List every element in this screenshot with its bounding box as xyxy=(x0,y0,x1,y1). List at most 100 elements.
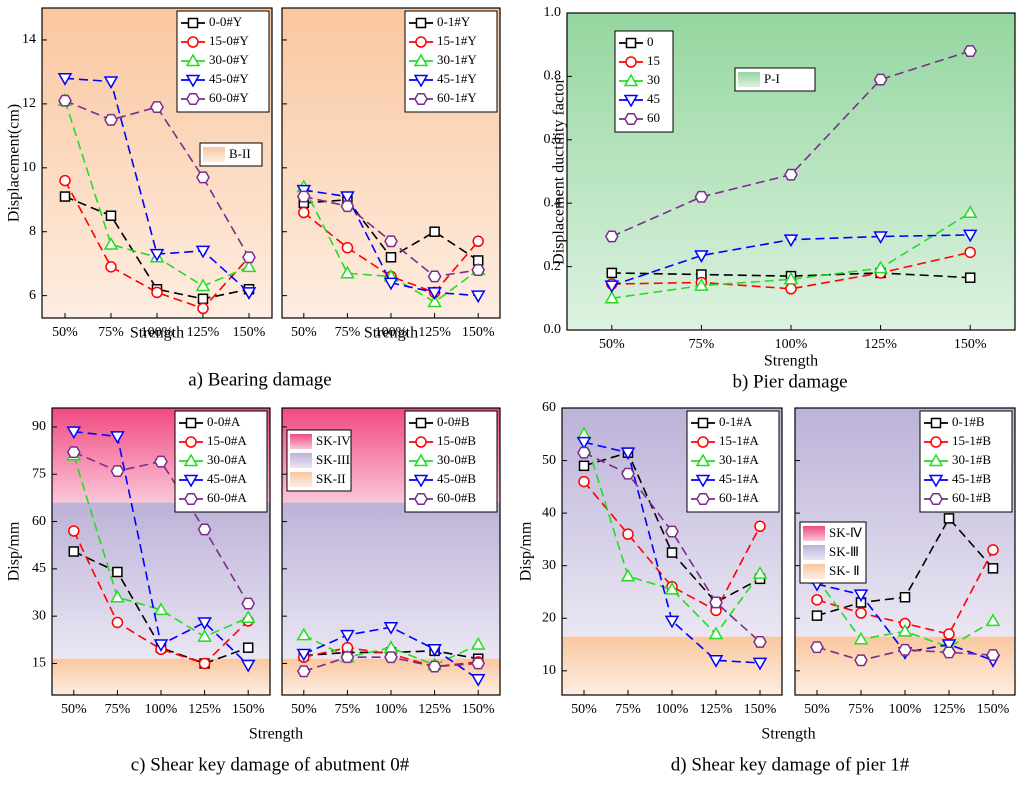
marker xyxy=(110,431,125,444)
marker xyxy=(103,236,119,250)
marker xyxy=(187,36,199,48)
marker xyxy=(59,174,71,187)
marker xyxy=(111,616,124,629)
marker xyxy=(577,446,591,459)
marker xyxy=(240,659,256,673)
legend-label: 30-1#B xyxy=(952,452,991,467)
y-tick-label: 14 xyxy=(22,32,36,47)
damage-band xyxy=(562,636,782,695)
marker xyxy=(427,644,442,657)
series-line xyxy=(73,530,249,665)
band-swatch xyxy=(738,72,760,87)
plot-frame xyxy=(281,407,501,696)
marker xyxy=(470,637,486,650)
marker xyxy=(384,651,398,664)
marker xyxy=(811,594,823,606)
marker xyxy=(296,665,311,678)
marker xyxy=(471,264,486,277)
marker xyxy=(110,589,125,603)
plot-frame xyxy=(794,407,1016,696)
marker xyxy=(68,525,80,537)
marker xyxy=(340,200,355,213)
x-axis-label: Strength xyxy=(130,325,184,342)
legend-label: 45-0#A xyxy=(207,471,247,486)
marker xyxy=(964,272,976,283)
marker xyxy=(929,493,943,505)
y-tick-label: 0.8 xyxy=(544,69,562,84)
y-axis-label: Disp/mm xyxy=(6,521,23,581)
y-axis-label: Displacement(cm) xyxy=(6,104,23,222)
plot-frame xyxy=(41,7,273,319)
marker xyxy=(413,453,429,467)
x-tick-label: 75% xyxy=(335,702,361,717)
x-tick-label: 100% xyxy=(656,702,689,717)
marker xyxy=(708,655,724,668)
damage-band xyxy=(52,502,270,659)
marker xyxy=(963,45,978,57)
legend-label: 15-0#B xyxy=(437,433,476,448)
marker xyxy=(623,94,639,108)
series-line xyxy=(583,451,761,643)
legend-label: 15 xyxy=(647,53,660,68)
marker xyxy=(296,648,312,662)
marker xyxy=(853,589,869,603)
marker xyxy=(185,74,201,88)
marker xyxy=(383,277,399,291)
marker xyxy=(664,615,680,629)
marker xyxy=(385,252,397,263)
marker xyxy=(197,523,212,536)
y-tick-label: 90 xyxy=(32,419,46,434)
legend-label: 45-1#A xyxy=(719,471,759,486)
marker xyxy=(664,581,680,595)
x-tick-label: 50% xyxy=(599,337,625,352)
marker xyxy=(187,17,199,29)
marker xyxy=(752,566,768,579)
marker xyxy=(340,191,355,205)
caption: c) Shear key damage of abutment 0# xyxy=(131,754,410,775)
y-tick-label: 15 xyxy=(32,656,46,671)
x-axis-label: Strength xyxy=(761,726,815,743)
legend-label: 15-0#Y xyxy=(209,33,249,48)
y-tick-label: 0.0 xyxy=(544,322,562,337)
marker xyxy=(625,37,637,49)
y-tick-label: 8 xyxy=(29,224,36,239)
marker xyxy=(340,651,355,664)
legend-label: 30-0#Y xyxy=(209,52,249,67)
x-axis-label: Strength xyxy=(364,325,418,342)
marker xyxy=(606,267,618,279)
series-line xyxy=(583,434,761,636)
series-line xyxy=(611,212,971,300)
marker xyxy=(578,460,590,472)
marker xyxy=(110,465,125,478)
marker xyxy=(620,568,636,582)
marker xyxy=(427,660,442,673)
marker xyxy=(415,417,427,429)
marker xyxy=(898,643,912,656)
marker xyxy=(195,245,211,259)
x-tick-label: 75% xyxy=(105,702,131,717)
marker xyxy=(68,546,80,557)
marker xyxy=(105,261,117,273)
marker xyxy=(665,525,679,538)
marker xyxy=(604,290,620,304)
legend-label: 0-0#B xyxy=(437,414,470,429)
y-tick-label: 75 xyxy=(32,466,46,481)
band-swatch xyxy=(290,453,312,468)
series-line xyxy=(611,251,971,290)
marker xyxy=(986,649,1000,661)
band-swatch xyxy=(290,434,312,449)
marker xyxy=(59,191,71,202)
marker xyxy=(57,73,73,86)
x-tick-label: 50% xyxy=(52,325,78,340)
x-tick-label: 50% xyxy=(291,325,317,340)
marker xyxy=(185,417,197,429)
marker xyxy=(197,302,209,315)
x-tick-label: 50% xyxy=(61,702,87,717)
marker xyxy=(899,591,911,603)
legend-label: 60-1#B xyxy=(952,490,991,505)
marker xyxy=(873,231,888,244)
marker xyxy=(783,271,799,285)
legend-label: 45-0#B xyxy=(437,471,476,486)
x-tick-label: 75% xyxy=(689,337,715,352)
x-tick-label: 100% xyxy=(775,337,808,352)
